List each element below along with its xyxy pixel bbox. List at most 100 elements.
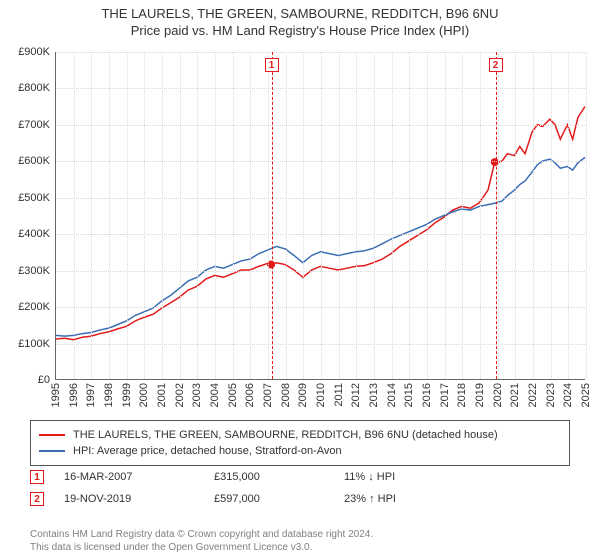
x-axis-label: 2003 [191, 383, 203, 407]
sales-table-row: 1 16-MAR-2007 £315,000 11% ↓ HPI [30, 466, 434, 488]
chart-title-block: THE LAURELS, THE GREEN, SAMBOURNE, REDDI… [0, 0, 600, 38]
x-gridline [515, 52, 516, 379]
x-gridline [286, 52, 287, 379]
x-gridline [127, 52, 128, 379]
x-axis-label: 2002 [174, 383, 186, 407]
x-axis-label: 2001 [156, 383, 168, 407]
footer-line-1: Contains HM Land Registry data © Crown c… [30, 528, 373, 541]
x-gridline [551, 52, 552, 379]
y-axis-label: £600K [18, 155, 50, 167]
sale-marker-line [272, 52, 273, 379]
x-gridline [427, 52, 428, 379]
x-axis-label: 2017 [439, 383, 451, 407]
x-gridline [268, 52, 269, 379]
x-axis-label: 2005 [227, 383, 239, 407]
x-axis-label: 2015 [403, 383, 415, 407]
sale-marker-box: 2 [489, 58, 503, 72]
legend-box: THE LAURELS, THE GREEN, SAMBOURNE, REDDI… [30, 420, 570, 466]
x-gridline [162, 52, 163, 379]
x-gridline [91, 52, 92, 379]
x-axis-label: 2016 [421, 383, 433, 407]
chart-subtitle: Price paid vs. HM Land Registry's House … [0, 23, 600, 38]
x-gridline [586, 52, 587, 379]
y-axis-label: £500K [18, 192, 50, 204]
legend-swatch [39, 434, 65, 436]
x-axis-label: 2024 [562, 383, 574, 407]
x-axis-label: 2011 [333, 383, 345, 407]
x-gridline [374, 52, 375, 379]
x-axis-label: 1996 [68, 383, 80, 407]
x-gridline [480, 52, 481, 379]
sales-row-pct: 11% ↓ HPI [344, 471, 434, 483]
x-gridline [462, 52, 463, 379]
sale-marker-line [496, 52, 497, 379]
x-gridline [197, 52, 198, 379]
sales-row-pct: 23% ↑ HPI [344, 493, 434, 505]
sales-row-marker: 1 [30, 470, 44, 484]
legend-label: THE LAURELS, THE GREEN, SAMBOURNE, REDDI… [73, 427, 498, 443]
x-axis-label: 2019 [474, 383, 486, 407]
x-gridline [498, 52, 499, 379]
x-axis-label: 2025 [580, 383, 592, 407]
sales-row-date: 19-NOV-2019 [64, 493, 174, 505]
x-gridline [215, 52, 216, 379]
y-axis-label: £300K [18, 265, 50, 277]
x-axis-label: 2006 [244, 383, 256, 407]
x-gridline [409, 52, 410, 379]
x-gridline [144, 52, 145, 379]
x-axis-label: 2022 [527, 383, 539, 407]
footer-line-2: This data is licensed under the Open Gov… [30, 541, 373, 554]
sales-row-price: £315,000 [214, 471, 304, 483]
sales-row-marker: 2 [30, 492, 44, 506]
y-axis-label: £200K [18, 301, 50, 313]
x-gridline [321, 52, 322, 379]
x-gridline [250, 52, 251, 379]
x-gridline [233, 52, 234, 379]
x-axis-label: 2004 [209, 383, 221, 407]
x-axis-label: 2020 [492, 383, 504, 407]
y-axis-label: £800K [18, 82, 50, 94]
x-gridline [533, 52, 534, 379]
x-axis-label: 2009 [297, 383, 309, 407]
x-axis-label: 2007 [262, 383, 274, 407]
x-gridline [180, 52, 181, 379]
x-axis-label: 1995 [50, 383, 62, 407]
sales-row-date: 16-MAR-2007 [64, 471, 174, 483]
x-axis-label: 1997 [85, 383, 97, 407]
x-axis-label: 2014 [386, 383, 398, 407]
x-gridline [568, 52, 569, 379]
x-gridline [339, 52, 340, 379]
x-gridline [303, 52, 304, 379]
x-gridline [74, 52, 75, 379]
x-axis-label: 2021 [509, 383, 521, 407]
y-axis-label: £700K [18, 119, 50, 131]
y-axis-label: £0 [38, 374, 50, 386]
legend-row: THE LAURELS, THE GREEN, SAMBOURNE, REDDI… [39, 427, 561, 443]
x-gridline [109, 52, 110, 379]
x-axis-label: 2023 [545, 383, 557, 407]
x-axis-label: 2000 [138, 383, 150, 407]
chart-plot-area: £0£100K£200K£300K£400K£500K£600K£700K£80… [55, 52, 585, 380]
chart-title: THE LAURELS, THE GREEN, SAMBOURNE, REDDI… [0, 6, 600, 21]
x-gridline [445, 52, 446, 379]
x-axis-label: 2013 [368, 383, 380, 407]
x-axis-label: 2018 [456, 383, 468, 407]
sales-table-row: 2 19-NOV-2019 £597,000 23% ↑ HPI [30, 488, 434, 510]
x-axis-label: 2012 [350, 383, 362, 407]
x-axis-label: 1999 [121, 383, 133, 407]
x-gridline [392, 52, 393, 379]
sale-marker-box: 1 [265, 58, 279, 72]
y-axis-label: £900K [18, 46, 50, 58]
y-axis-label: £400K [18, 228, 50, 240]
sales-row-price: £597,000 [214, 493, 304, 505]
x-gridline [356, 52, 357, 379]
legend-swatch [39, 450, 65, 452]
footer-note: Contains HM Land Registry data © Crown c… [30, 528, 373, 554]
x-axis-label: 2010 [315, 383, 327, 407]
sales-table: 1 16-MAR-2007 £315,000 11% ↓ HPI 2 19-NOV-201… [30, 466, 434, 510]
x-axis-label: 2008 [280, 383, 292, 407]
legend-row: HPI: Average price, detached house, Stra… [39, 443, 561, 459]
legend-label: HPI: Average price, detached house, Stra… [73, 443, 342, 459]
y-axis-label: £100K [18, 338, 50, 350]
x-axis-label: 1998 [103, 383, 115, 407]
